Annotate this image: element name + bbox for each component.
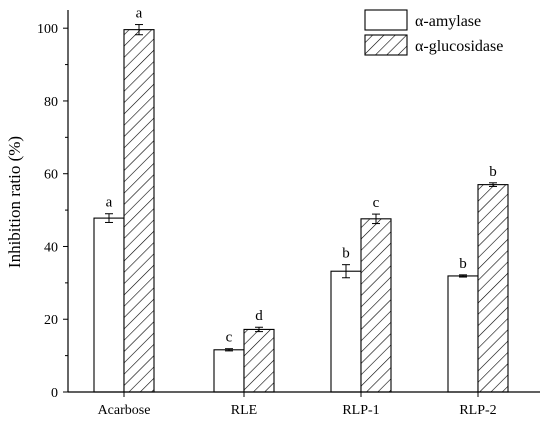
y-tick-label-20: 20 [44,313,58,328]
y-axis-title: Inhibition ratio (%) [5,136,24,268]
significance-labels-group: a a c d b c b b [106,6,497,346]
y-tick-label-80: 80 [44,95,58,110]
bar-acarbose-amylase [93,217,125,393]
bar-acarbose-glucosidase [123,29,155,393]
x-tick-label-rle: RLE [231,403,257,418]
y-tick-label-0: 0 [51,386,58,401]
y-tick-label-100: 100 [37,22,58,37]
y-tick-label-40: 40 [44,240,58,255]
legend: α-amylase α-glucosidase [364,9,503,56]
x-tick-label-acarbose: Acarbose [98,403,151,418]
error-bar-rlp-1-amylase [342,264,350,279]
sig-label-rlp-1-amylase: b [342,246,350,262]
sig-label-acarbose-glucosidase: a [136,6,143,22]
sig-label-rlp-1-glucosidase: c [373,195,380,211]
bar-rle-amylase [213,349,245,393]
axes-group: 0 20 40 60 80 100 Acarbose RLE RLP-1 RLP-2 [37,10,540,418]
error-bar-rle-glucosidase [255,326,263,333]
legend-swatch-glucosidase [364,34,408,56]
sig-label-rlp-2-glucosidase: b [489,164,497,180]
legend-swatch-amylase [364,9,408,31]
error-bar-rlp-2-glucosidase [489,182,497,187]
sig-label-acarbose-amylase: a [106,195,113,211]
sig-label-rle-amylase: c [226,330,233,346]
legend-label-glucosidase: α-glucosidase [415,38,503,55]
bars-group [93,29,509,393]
y-tick-label-60: 60 [44,168,58,183]
legend-label-amylase: α-amylase [415,13,481,30]
error-bar-rlp-1-glucosidase [372,213,380,225]
bar-rlp-1-glucosidase [360,218,392,393]
error-bar-acarbose-glucosidase [135,24,143,36]
error-bars-group [105,24,497,352]
bar-rlp-1-amylase [330,270,362,393]
x-tick-label-rlp-2: RLP-2 [459,403,496,418]
sig-label-rlp-2-amylase: b [459,256,467,272]
sig-label-rle-glucosidase: d [255,308,263,324]
bar-rlp-2-glucosidase [477,184,509,393]
error-bar-rle-amylase [225,348,233,352]
x-tick-label-rlp-1: RLP-1 [342,403,379,418]
error-bar-rlp-2-amylase [459,274,467,278]
error-bar-acarbose-amylase [105,213,113,223]
bar-rlp-2-amylase [447,275,479,393]
bar-rle-glucosidase [243,328,275,393]
